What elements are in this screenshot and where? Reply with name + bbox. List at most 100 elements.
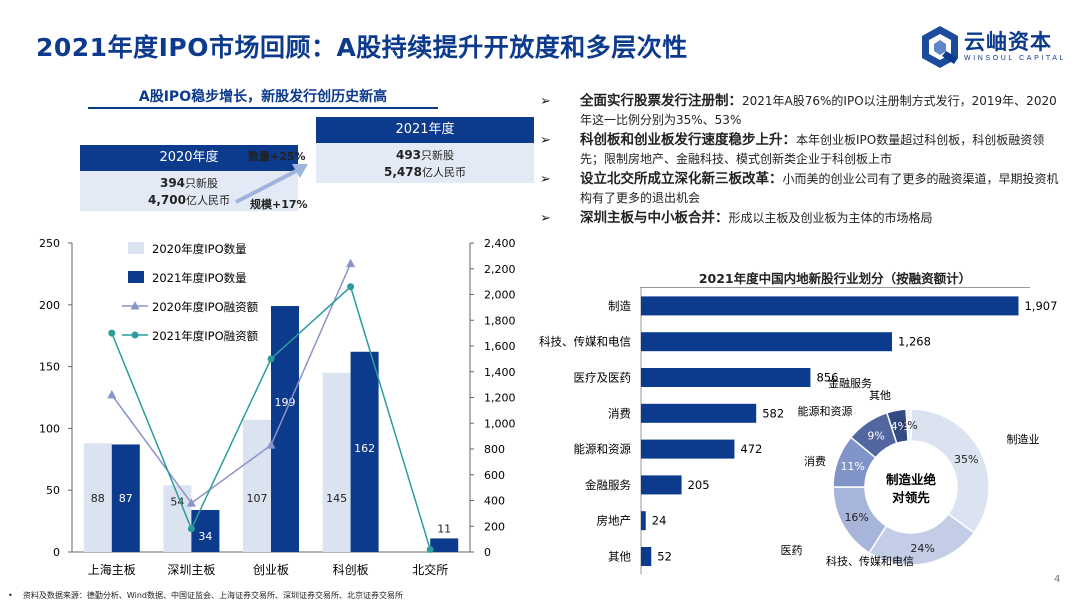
hbar-category-label: 医疗及医药 [574, 371, 632, 385]
hbar-category-label: 能源和资源 [574, 442, 632, 456]
x-tick-label: 创业板 [253, 563, 289, 577]
hbar-value-label: 52 [657, 550, 672, 564]
logo: 云岫资本 WINSOUL CAPITAL [918, 22, 1068, 74]
hbar-bar [641, 475, 682, 495]
hbar-bar [641, 439, 735, 459]
hbar-category-label: 科技、传媒和电信 [539, 335, 631, 349]
line-2020-point [346, 258, 356, 268]
hbar-value-label: 856 [816, 371, 838, 385]
footnote-bullet-icon: • [8, 591, 23, 600]
y2-tick-label: 0 [484, 546, 491, 559]
donut-category-label: 制造业 [1007, 432, 1040, 446]
hbar-value-label: 24 [652, 514, 667, 528]
y-tick-label: 200 [39, 299, 60, 312]
bullet-body: 形成以主板及创业板为主体的市场格局 [728, 211, 933, 225]
box-2021-amount: 5,478 [384, 165, 422, 179]
legend-label: 2020年度IPO数量 [152, 242, 247, 256]
summary-title: A股IPO稳步增长，新股发行创历史新高 [138, 89, 388, 105]
donut-slice-label: 1% [900, 419, 917, 432]
box-2021-body: 493只新股 5,478亿人民币 [316, 143, 534, 183]
hbar-value-label: 205 [688, 478, 710, 492]
y2-tick-label: 200 [484, 520, 505, 533]
box-2020-count: 394 [159, 176, 186, 190]
industry-bar-chart: 制造 1,907 科技、传媒和电信 1,268 医疗及医药 856 消费 582 能源和资源 47… [539, 288, 1057, 575]
bar-2020 [322, 372, 351, 552]
box-2021: 2021年度 493只新股 5,478亿人民币 [316, 117, 534, 183]
donut-category-label: 消费 [804, 454, 826, 468]
y2-tick-label: 1,000 [484, 417, 516, 430]
bar-2020-label: 54 [170, 495, 184, 508]
line-2021-point [347, 283, 355, 291]
bar-2020-label: 88 [91, 492, 105, 505]
y2-tick-label: 600 [484, 469, 505, 482]
bullet-body: 2021年A股76%的IPO以注册制方式发行，2019年、2020年这一比例分别… [580, 94, 1057, 127]
line-2021-point [108, 329, 116, 337]
y2-tick-label: 2,200 [484, 263, 516, 276]
legend-swatch-2020-count [128, 242, 144, 254]
hbar-bar [641, 403, 757, 423]
donut-slice-label: 9% [867, 430, 884, 443]
hbar-bar [641, 547, 652, 566]
line-2020-point [186, 498, 196, 507]
bullet-body: 本年创业板IPO数量超过科创板，科创板融资领先；限制房地产、金融科技、模式创新类… [580, 133, 1045, 166]
legend-label: 2020年度IPO融资额 [152, 300, 259, 314]
hbar-bar [641, 511, 646, 531]
ipo-combo-chart: 0 50 100 150 200 250 0 200 400 600 800 1,000 1,200 1,… [39, 237, 516, 577]
box-2021-amount-unit: 亿人民币 [421, 166, 466, 179]
bullet-arrow-icon: ➢ [540, 133, 551, 148]
bullet-item: ➢ 全面实行股票发行注册制：2021年A股76%的IPO以注册制方式发行，2019… [540, 92, 1060, 130]
hbar-category-label: 金融服务 [585, 478, 631, 492]
hbar-chart-title: 2021年度中国内地新股行业划分（按融资额计） [698, 271, 972, 286]
donut-category-label: 金融服务 [828, 376, 872, 390]
industry-donut-chart: 35% 制造业 24%科技、传媒和电信 16% 医疗及医药 11% 消费 9% 能源和资源 4% 金… [780, 376, 1040, 568]
box-2021-count-unit: 只新股 [421, 149, 455, 162]
hbar-value-label: 472 [740, 442, 762, 456]
y-tick-label: 150 [39, 361, 60, 374]
y-tick-label: 0 [53, 546, 60, 559]
box-2020-amount: 4,700 [148, 193, 186, 207]
bar-2021 [430, 538, 459, 552]
bar-2021-label: 162 [354, 442, 375, 455]
bullet-head: 科创板和创业板发行速度稳步上升： [580, 132, 796, 148]
y2-tick-label: 1,600 [484, 340, 516, 353]
growth-count: 数量+25% [248, 150, 306, 163]
bullet-item: ➢ 科创板和创业板发行速度稳步上升：本年创业板IPO数量超过科创板，科创板融资领先… [540, 131, 1060, 169]
y2-tick-label: 2,400 [484, 237, 516, 250]
y2-tick-label: 1,200 [484, 392, 516, 405]
y2-tick-label: 1,400 [484, 366, 516, 379]
hbar-category-label: 房地产 [597, 514, 632, 528]
donut-category-label: 其他 [869, 389, 891, 402]
bar-2020-label: 107 [247, 492, 268, 505]
bar-2020-label: 145 [326, 492, 347, 505]
x-tick-label: 科创板 [333, 563, 369, 577]
bar-2020 [83, 443, 112, 552]
bullet-item: ➢ 设立北交所成立深化新三板改革：小而美的创业公司有了更多的融资渠道，早期投资机构… [540, 170, 1060, 208]
bullet-list: ➢ 全面实行股票发行注册制：2021年A股76%的IPO以注册制方式发行，2019… [540, 92, 1060, 229]
logo-subtitle: WINSOUL CAPITAL [964, 55, 1067, 62]
bullet-arrow-icon: ➢ [540, 211, 551, 226]
legend-label: 2021年度IPO融资额 [152, 329, 259, 343]
line-2021-point [426, 545, 434, 553]
line-2020-line [111, 263, 352, 505]
bullet-item: ➢ 深圳主板与中小板合并：形成以主板及创业板为主体的市场格局 [540, 209, 1060, 228]
bar-2021-label: 11 [437, 522, 451, 535]
y2-tick-label: 1,800 [484, 314, 516, 327]
y2-tick-label: 400 [484, 495, 505, 508]
box-2021-count: 493 [395, 148, 422, 162]
bullet-arrow-icon: ➢ [540, 172, 551, 187]
bar-2021 [350, 351, 379, 552]
donut-slice-label: 16% [844, 511, 868, 524]
box-2020-label: 2020年度 [80, 145, 298, 171]
hbar-value-label: 1,268 [898, 335, 931, 349]
y-tick-label: 250 [39, 237, 60, 250]
line-2020-point [266, 440, 276, 449]
summary-divider [88, 107, 438, 109]
line-2021-point [267, 355, 275, 363]
donut-slice-label: 4% [891, 420, 908, 433]
growth-arrow-icon [235, 164, 308, 204]
legend-marker-2021-amount [131, 331, 139, 339]
x-tick-label: 北交所 [412, 562, 448, 577]
bullet-arrow-icon: ➢ [540, 94, 551, 109]
donut-center-text: 制造业绝 [886, 472, 937, 487]
legend-marker-2020-amount [130, 301, 140, 310]
